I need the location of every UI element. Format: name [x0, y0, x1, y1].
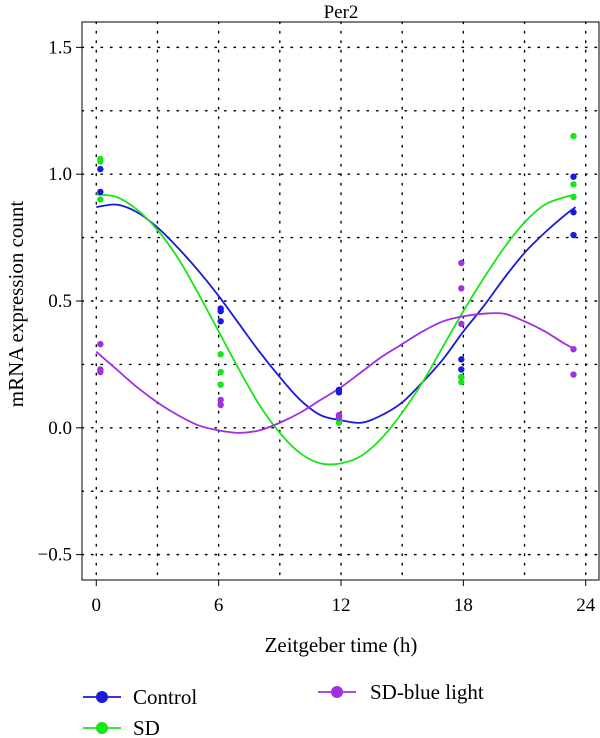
x-tick-label: 12: [332, 595, 351, 616]
x-tick-label: 0: [92, 595, 102, 616]
y-tick-label: 0.0: [48, 418, 72, 439]
data-point-sd-blue-light: [458, 259, 465, 267]
y-tick-label: −0.5: [38, 545, 72, 566]
data-point-sd-blue-light: [458, 285, 465, 292]
data-point-sd-blue-light: [97, 368, 104, 376]
data-point-sd: [458, 373, 465, 381]
data-point-sd-blue-light: [458, 320, 465, 328]
data-point-sd-blue-light: [570, 371, 577, 378]
tick-layer: 0 6 12 18 24 −0.5 0.0 0.5 1.0 1.5: [38, 37, 596, 616]
legend-label-sd: SD: [133, 716, 160, 738]
y-tick-label: 1.5: [48, 37, 72, 58]
x-tick-label: 18: [454, 595, 473, 616]
point-layer: [97, 132, 577, 426]
x-axis-title: Zeitgeber time (h): [265, 633, 418, 657]
data-point-sd: [217, 351, 224, 358]
y-tick-label: 1.0: [48, 164, 72, 185]
fit-layer: [95, 193, 577, 466]
x-tick-label: 24: [576, 595, 596, 616]
legend-marker-sd-blue-light: [331, 686, 343, 698]
chart-title: Per2: [324, 2, 359, 23]
fit-curve-sd: [96, 193, 576, 466]
data-point-control: [335, 389, 343, 396]
legend-marker-control: [96, 691, 108, 703]
data-point-sd: [570, 181, 577, 188]
data-point-sd-blue-light: [217, 401, 224, 409]
data-point-control: [458, 356, 465, 363]
data-point-sd: [570, 132, 577, 140]
data-point-control: [570, 231, 577, 239]
data-point-sd: [335, 419, 343, 426]
data-point-control: [570, 209, 577, 216]
x-tick-label: 6: [214, 595, 224, 616]
legend: Control SD SD-blue light: [83, 680, 484, 738]
data-point-control: [217, 307, 224, 315]
data-point-sd-blue-light: [570, 345, 577, 353]
fit-curve-sd-blue-light: [95, 312, 576, 434]
data-point-sd-blue-light: [217, 396, 224, 404]
grid-layer: [81, 21, 600, 581]
legend-label-sd-blue-light: SD-blue light: [370, 680, 484, 704]
data-point-sd: [97, 158, 104, 165]
data-point-control: [97, 165, 104, 173]
data-point-sd: [97, 196, 104, 203]
y-axis-title: mRNA expression count: [4, 201, 28, 408]
data-point-control: [217, 318, 224, 325]
legend-marker-sd: [96, 722, 108, 734]
data-point-sd: [217, 381, 224, 388]
y-tick-label: 0.5: [48, 291, 72, 312]
data-point-sd-blue-light: [335, 414, 343, 421]
legend-label-control: Control: [133, 685, 197, 709]
data-point-control: [97, 188, 104, 196]
data-point-sd: [217, 368, 224, 376]
data-point-control: [570, 173, 577, 180]
data-point-sd: [458, 378, 465, 386]
data-point-sd: [570, 193, 577, 201]
data-point-sd-blue-light: [97, 340, 104, 348]
data-point-control: [458, 366, 465, 373]
